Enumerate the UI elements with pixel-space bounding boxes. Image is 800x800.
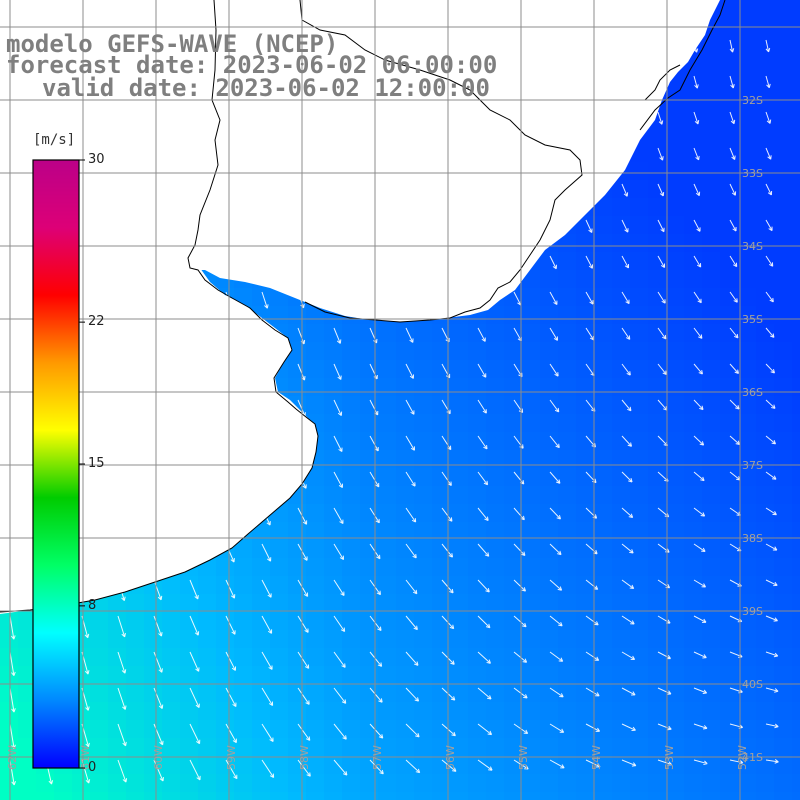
- lat-label: 34S: [742, 240, 763, 253]
- lon-label: 60W: [152, 745, 165, 770]
- longitude-labels: 62W61W60W59W58W57W56W55W54W53W52W51W: [6, 745, 749, 770]
- lat-label: 35S: [742, 313, 763, 326]
- lat-label: 40S: [742, 678, 763, 691]
- colorbar: [32, 159, 85, 769]
- lon-label: 61W: [79, 745, 92, 770]
- lon-label: 62W: [6, 745, 19, 770]
- lat-label: 41S: [742, 751, 763, 764]
- lat-label: 36S: [742, 386, 763, 399]
- colorbar-tick-label: 22: [88, 314, 105, 330]
- lon-label: 54W: [590, 745, 603, 770]
- lon-label: 52W: [736, 745, 749, 770]
- lon-label: 59W: [225, 745, 238, 770]
- lon-label: 55W: [517, 745, 530, 770]
- lon-label: 57W: [371, 745, 384, 770]
- latitude-labels: 32S 33S 34S 35S 36S 37S 38S 39S 40S 41S: [742, 94, 763, 764]
- colorbar-tick-label: 15: [88, 456, 105, 471]
- lat-label: 37S: [742, 459, 763, 472]
- lon-label: 58W: [298, 745, 311, 770]
- colorbar-tick-label: 0: [88, 760, 97, 775]
- lat-label: 38S: [742, 532, 763, 545]
- lon-label: 53W: [663, 745, 676, 770]
- lat-label: 39S: [742, 605, 763, 618]
- model-title: modelo GEFS-WAVE (NCEP): [6, 30, 339, 58]
- colorbar-tick-label: 8: [88, 597, 97, 613]
- colorbar-bar: [32, 159, 80, 769]
- forecast-date: forecast date: 2023-06-02 06:00:00: [6, 51, 498, 79]
- colorbar-unit: [m/s]: [33, 132, 76, 148]
- lat-label: 32S: [742, 94, 763, 107]
- lon-label: 56W: [444, 745, 457, 770]
- lat-label: 33S: [742, 167, 763, 180]
- valid-date: valid date: 2023-06-02 12:00:00: [42, 74, 490, 102]
- colorbar-tick-label: 30: [88, 152, 105, 167]
